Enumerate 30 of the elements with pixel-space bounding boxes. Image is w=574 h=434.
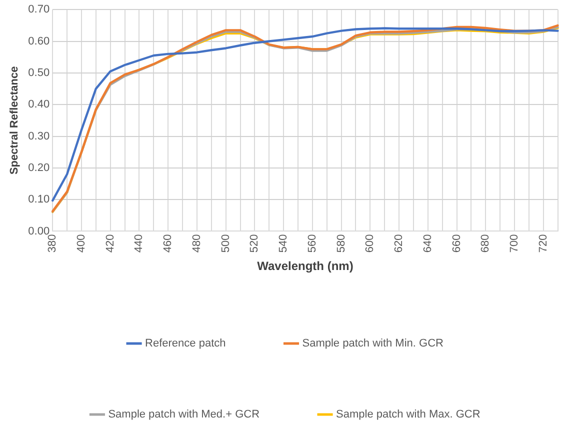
x-tick-label: 640 [422,234,434,253]
x-tick-label: 560 [306,234,318,253]
x-tick-label: 500 [220,234,232,253]
legend-label: Reference patch [145,338,226,350]
y-tick-label: 0.30 [28,130,50,142]
legend-label: Sample patch with Max. GCR [336,408,480,421]
x-tick-label: 440 [133,234,146,253]
y-axis-title: Spectral Reflectance [8,66,21,175]
y-tick-label: 0.70 [28,4,50,16]
x-axis-title: Wavelength (nm) [257,259,354,274]
x-tick-label: 400 [76,234,88,253]
x-tick-label: 680 [480,234,492,253]
x-tick-label: 660 [450,234,463,253]
x-tick-label: 620 [393,234,406,253]
y-tick-label: 0.40 [28,98,50,111]
y-tick-label: 0.50 [28,66,50,79]
x-tick-label: 420 [104,234,116,253]
x-tick-label: 540 [278,234,290,253]
legend-label: Sample patch with Min. GCR [302,338,444,350]
x-tick-label: 700 [508,234,521,253]
legend-label: Sample patch with Med.+ GCR [108,408,260,421]
y-tick-label: 0.10 [28,194,50,206]
x-tick-label: 720 [537,234,550,253]
x-tick-label: 460 [162,234,174,253]
x-tick-label: 600 [364,234,376,253]
y-tick-label: 0.60 [28,35,50,48]
x-tick-label: 580 [335,234,348,253]
y-tick-label: 0.20 [28,162,50,174]
x-tick-label: 480 [190,234,203,253]
x-tick-label: 520 [248,234,261,253]
